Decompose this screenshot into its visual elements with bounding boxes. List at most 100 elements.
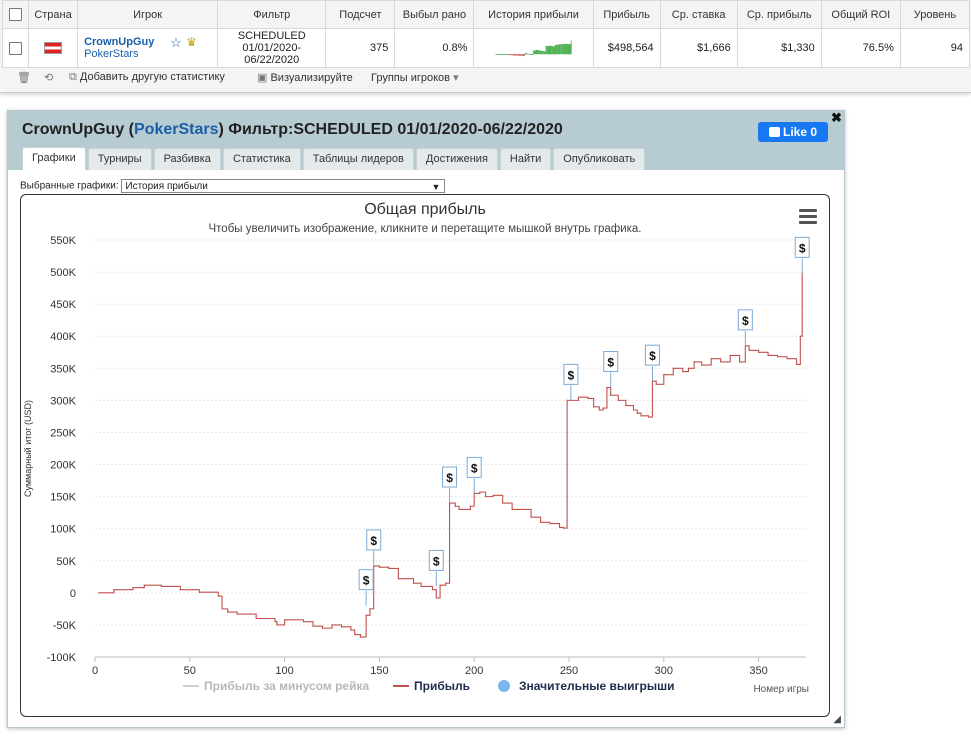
sparkline-bar [521,54,523,56]
profit-point [587,397,589,400]
sparkline-bar [497,54,500,55]
chart-subtitle: Чтобы увеличить изображение, кликните и … [208,223,642,235]
big-win-flag: $ [737,309,753,346]
profit-point [179,589,181,591]
refresh-icon[interactable]: ⟲ [44,72,54,84]
x-tick-label: 250 [560,665,578,677]
tab-breakdown[interactable]: Разбивка [153,148,221,170]
sparkline-bar [560,44,562,55]
sparkline-bar [533,50,535,55]
sparkline-bar [499,53,501,55]
profit-point [729,354,731,357]
sparkline-bar [555,44,557,55]
tab-statistics[interactable]: Статистика [222,148,301,170]
chart-selector-dropdown[interactable]: История прибыли ▼ [121,179,446,193]
x-tick-label: 350 [749,665,767,677]
player-groups-dropdown[interactable]: Группы игроков ▾ [371,71,459,84]
y-tick-label: 250K [50,427,76,439]
big-win-flag: $ [644,344,660,382]
big-win-flag: $ [603,351,619,388]
row-checkbox[interactable] [9,41,22,55]
profit-point [502,502,504,504]
y-tick-label: 0 [70,588,76,600]
profit-point [720,361,722,363]
sparkline-bar [556,44,558,55]
col-count[interactable]: Подсчет [325,0,396,29]
col-avg-stake[interactable]: Ср. ставка [659,0,738,29]
profit-point [98,592,100,594]
col-profit[interactable]: Прибыль [592,0,661,29]
profit-point [682,370,684,373]
y-tick-label: 500K [50,267,76,279]
sparkline-bar [533,50,535,55]
profit-point [143,584,145,586]
title-site-link[interactable]: PokerStars [134,121,219,138]
country-cell [28,28,79,68]
chart-menu-icon[interactable] [799,209,817,227]
profit-point [458,508,460,511]
profit-point [593,406,595,408]
sparkline-bar [551,46,553,55]
profit-point [445,582,447,584]
title-filter-label: Фильтр: [228,121,294,138]
col-country[interactable]: Страна [28,0,79,29]
col-filter[interactable]: Фильтр [217,0,327,29]
close-icon[interactable]: ✖ [831,110,842,125]
sparkline-bar [549,45,551,55]
y-tick-label: -100K [47,652,77,664]
select-all-checkbox[interactable] [9,8,22,21]
row-select-cell[interactable] [1,28,30,68]
col-early-out[interactable]: Выбыл рано [394,0,475,29]
filter-line-3: 06/22/2020 [244,54,300,66]
favorite-star-icon[interactable]: ☆ [170,35,182,50]
player-site-link[interactable]: PokerStars [84,48,139,60]
sparkline-bar [529,53,531,55]
chart-container[interactable]: Общая прибыль Чтобы увеличить изображени… [20,194,830,717]
profit-point [521,508,523,511]
col-profit-history[interactable]: История прибыли [473,0,594,29]
tab-charts[interactable]: Графики [22,147,86,170]
tab-achievements[interactable]: Достижения [415,148,498,170]
dollar-icon: $ [370,534,377,548]
profit-point [617,399,619,401]
profit-point [640,415,642,417]
tab-publish[interactable]: Опубликовать [553,148,646,170]
col-level[interactable]: Уровень [899,0,971,29]
sparkline-bar [558,44,560,55]
tab-leaderboards[interactable]: Таблицы лидеров [302,148,414,170]
resize-handle-icon[interactable]: ◢ [833,714,841,725]
sparkline-bar [564,43,566,55]
sparkline-bar [514,54,515,56]
sparkline-bar [567,44,569,55]
col-roi[interactable]: Общий ROI [820,0,901,29]
sparkline-bar [563,44,565,55]
player-name-link[interactable]: CrownUpGuy [84,36,155,48]
add-stat-button[interactable]: ⧉ Добавить другую статистику [69,71,225,84]
select-all-cell[interactable] [1,0,30,29]
col-avg-profit[interactable]: Ср. прибыль [736,0,822,29]
profit-point [255,617,257,620]
trash-icon[interactable]: 🗑 [17,72,31,84]
visualize-button[interactable]: ▣ Визуализируйте [257,71,353,84]
dollar-icon: $ [799,241,806,255]
profit-point [748,349,750,351]
series-line-profit [98,273,803,638]
tab-find[interactable]: Найти [499,148,552,170]
tab-tournaments[interactable]: Турниры [87,148,152,170]
like-label: Like 0 [782,125,818,139]
col-player[interactable]: Игрок [77,0,219,29]
sparkline-bar [549,46,550,55]
profit-point [331,624,333,626]
player-chart-panel: CrownUpGuy (PokerStars) Фильтр:SCHEDULED… [7,110,845,728]
profit-point [454,505,456,507]
profit-chart-svg[interactable]: -100K -50K 0 50K 100K 150K 200K 250K 300K 350K 400… [21,195,829,716]
profit-point [672,367,674,369]
sparkline-bar [532,50,534,55]
facebook-like-button[interactable]: Like 0 [758,122,828,142]
sparkline-bar [561,44,563,55]
chart-selector-row: Выбранные графики: История прибыли ▼ [20,179,446,193]
profit-point [558,526,561,529]
early-out-cell: 0.8% [394,28,475,68]
sparkline-bar [548,46,549,55]
sparkline-bar [527,53,530,55]
